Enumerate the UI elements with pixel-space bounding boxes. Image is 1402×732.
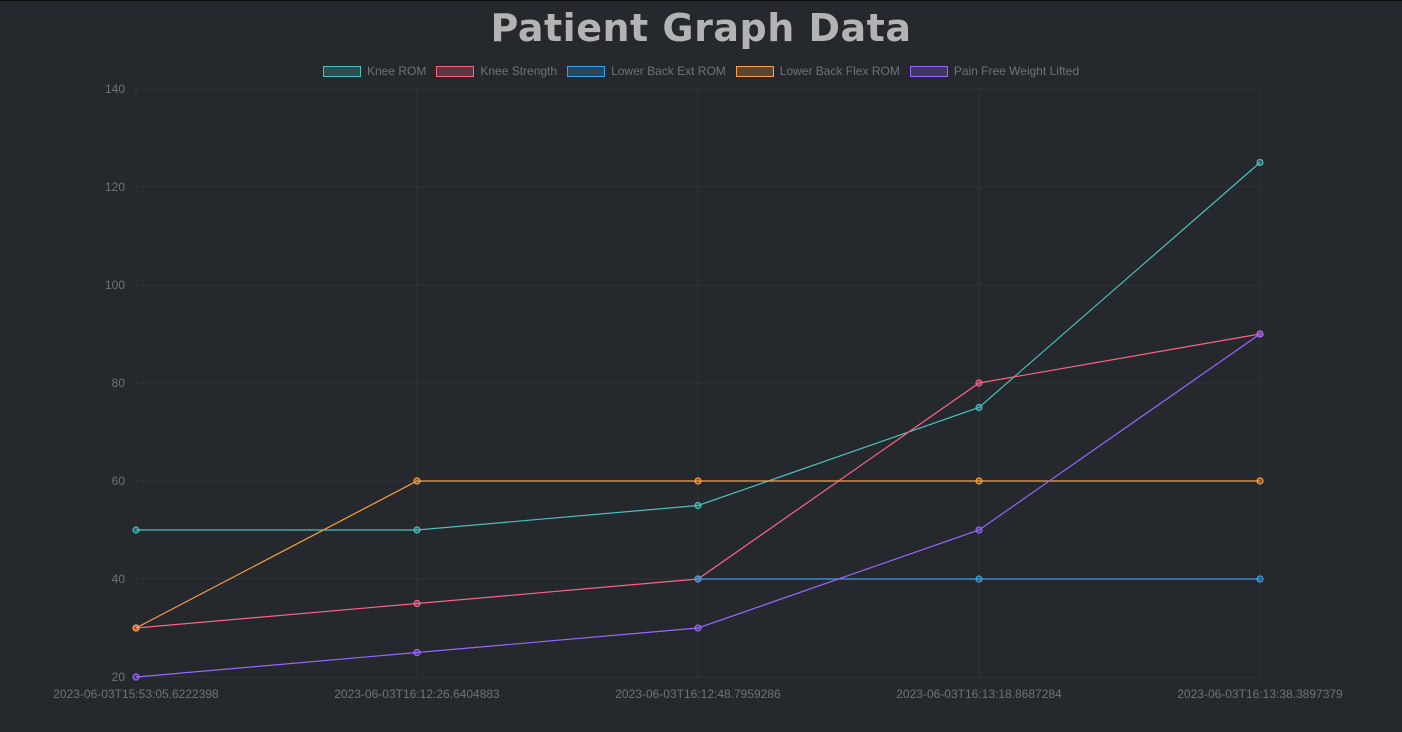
y-tick-label: 100 (105, 278, 125, 292)
data-point (975, 403, 983, 412)
data-point (413, 477, 421, 485)
data-point (1256, 477, 1264, 485)
data-point (1256, 330, 1264, 338)
legend-swatch (909, 65, 948, 77)
y-tick-label: 120 (105, 180, 125, 194)
data-point (694, 624, 702, 632)
x-tick-label: 2023-06-03T16:12:48.7959286 (615, 687, 781, 701)
legend-item[interactable]: Knee ROM (322, 64, 427, 78)
data-point (132, 673, 140, 681)
data-point (975, 477, 983, 485)
data-point (132, 624, 140, 632)
series-line (135, 480, 1260, 629)
legend-label: Knee ROM (366, 64, 427, 78)
data-point (413, 648, 421, 657)
legend-item[interactable]: Lower Back Ext ROM (567, 64, 726, 78)
legend-label: Lower Back Flex ROM (779, 64, 900, 78)
data-point (413, 526, 421, 534)
y-tick-label: 80 (112, 376, 126, 390)
data-point (694, 477, 702, 485)
legend-swatch (567, 65, 606, 77)
data-point (132, 526, 140, 534)
legend-label: Lower Back Ext ROM (611, 64, 726, 78)
y-tick-label: 60 (112, 474, 126, 488)
legend-swatch (436, 65, 475, 77)
data-point (694, 501, 702, 510)
data-point (694, 575, 702, 583)
data-point (975, 379, 983, 387)
y-tick-label: 140 (105, 82, 125, 96)
legend-item[interactable]: Pain Free Weight Lifted (909, 64, 1079, 78)
x-tick-label: 2023-06-03T16:13:18.8687284 (896, 687, 1062, 701)
page-title: Patient Graph Data (490, 6, 912, 50)
series-line (135, 333, 1261, 678)
legend-swatch (735, 65, 774, 77)
y-tick-label: 20 (112, 670, 126, 684)
y-tick-label: 40 (112, 572, 126, 586)
legend-label: Knee Strength (480, 64, 558, 78)
x-tick-label: 2023-06-03T15:53:05.6222398 (53, 687, 219, 701)
legend-item[interactable]: Knee Strength (436, 64, 557, 78)
legend-swatch (322, 65, 361, 77)
x-tick-label: 2023-06-03T16:12:26.6404883 (334, 687, 500, 701)
data-point (1256, 158, 1264, 167)
legend-label: Pain Free Weight Lifted (953, 64, 1079, 78)
data-point (1256, 575, 1264, 583)
data-point (975, 526, 983, 534)
data-point (413, 599, 421, 608)
data-point (975, 575, 983, 583)
chart-legend: Knee ROM Knee Strength Lower Back Ext ROM L… (0, 64, 1402, 78)
legend-item[interactable]: Lower Back Flex ROM (735, 64, 900, 78)
x-tick-label: 2023-06-03T16:13:38.3897379 (1177, 687, 1343, 701)
